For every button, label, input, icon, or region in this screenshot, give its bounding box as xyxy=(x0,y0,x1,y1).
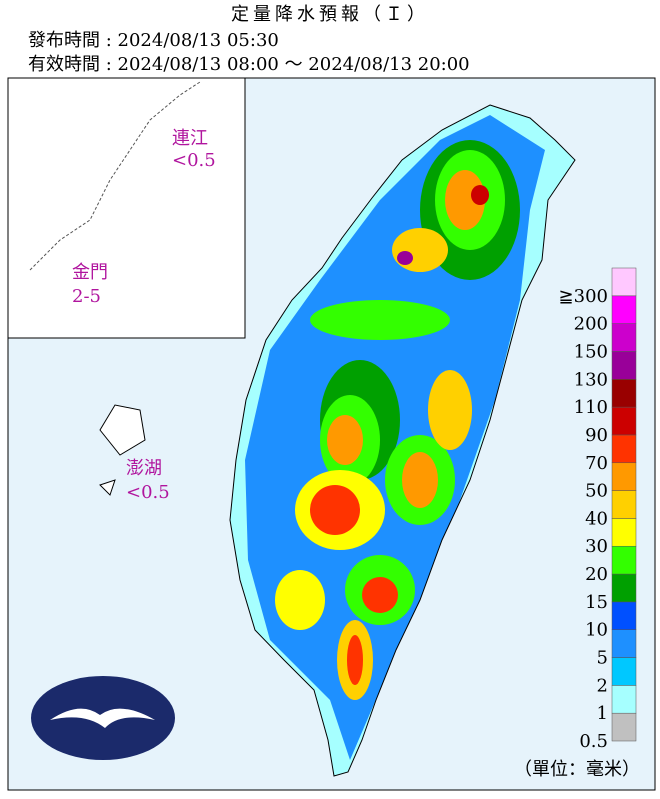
island-value: <0.5 xyxy=(172,150,216,171)
legend-label: 110 xyxy=(574,397,608,418)
legend-swatch xyxy=(611,545,637,575)
inset-frame xyxy=(7,77,246,339)
title: 定量降水預報（Ｉ） xyxy=(231,4,429,25)
legend-label: 150 xyxy=(574,341,608,362)
legend-label: 10 xyxy=(585,620,608,641)
legend-swatch xyxy=(611,295,637,324)
legend-swatch xyxy=(611,406,637,436)
unit-label: （單位：毫米） xyxy=(514,759,640,780)
legend-swatch xyxy=(611,351,637,380)
legend-label: 200 xyxy=(574,314,608,335)
legend-label: 5 xyxy=(597,648,608,669)
taiwan-outline xyxy=(229,104,576,777)
legend-swatch xyxy=(611,267,637,297)
legend-swatch xyxy=(611,573,637,603)
island-name: 金門 xyxy=(72,262,108,283)
legend-swatch xyxy=(611,379,637,408)
coastline xyxy=(29,81,201,271)
penghu-outline xyxy=(99,404,146,496)
island-name: 澎湖 xyxy=(126,458,162,479)
legend-swatch xyxy=(611,685,637,714)
legend-label: 20 xyxy=(585,564,608,585)
legend-swatch xyxy=(611,518,637,547)
legend-swatch xyxy=(611,629,637,658)
legend-label: 15 xyxy=(585,592,608,613)
island-name: 連江 xyxy=(172,128,208,149)
legend-swatch xyxy=(611,434,637,464)
logo-swirl xyxy=(50,708,155,728)
legend-label: 50 xyxy=(585,481,608,502)
island-value: <0.5 xyxy=(126,482,170,503)
legend-label: 30 xyxy=(585,536,608,557)
legend-label: 40 xyxy=(585,508,608,529)
valid-time: 有效時間 : 2024/08/13 08:00 ～ 2024/08/13 20:… xyxy=(28,54,470,75)
legend-swatch xyxy=(611,323,637,352)
legend-label: ≧300 xyxy=(559,286,608,307)
legend-label: 0.5 xyxy=(579,731,608,752)
legend-swatch xyxy=(611,490,637,519)
legend-label: 70 xyxy=(585,453,608,474)
issued-time: 發布時間 : 2024/08/13 05:30 xyxy=(28,30,279,51)
legend-swatch xyxy=(611,462,637,491)
legend-swatch xyxy=(611,601,637,630)
legend-swatch xyxy=(611,712,637,742)
legend-label: 130 xyxy=(574,369,608,390)
legend-label: 2 xyxy=(597,675,608,696)
island-value: 2-5 xyxy=(72,286,101,307)
legend-label: 90 xyxy=(585,425,608,446)
legend-swatch xyxy=(611,657,637,686)
legend-label: 1 xyxy=(597,703,608,724)
